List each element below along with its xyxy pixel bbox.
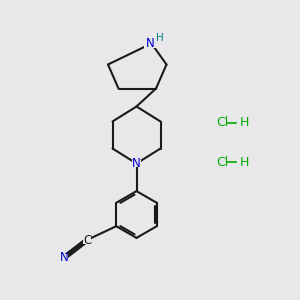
Text: C: C [83, 233, 91, 247]
Text: H: H [240, 155, 249, 169]
Text: N: N [132, 157, 141, 170]
Text: Cl: Cl [216, 116, 228, 130]
FancyBboxPatch shape [132, 160, 141, 167]
Text: H: H [240, 116, 249, 130]
FancyBboxPatch shape [83, 236, 91, 244]
Text: N: N [60, 251, 69, 264]
Text: N: N [146, 37, 154, 50]
FancyBboxPatch shape [144, 39, 159, 48]
Text: Cl: Cl [216, 155, 228, 169]
Text: H: H [156, 33, 164, 43]
FancyBboxPatch shape [61, 254, 68, 261]
